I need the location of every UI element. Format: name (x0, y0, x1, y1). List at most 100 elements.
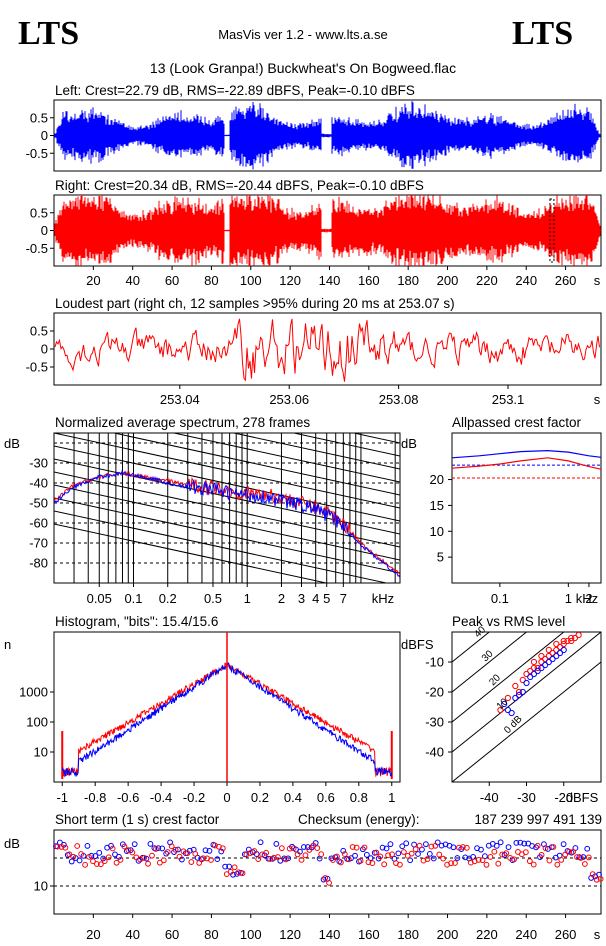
short-term-crest-left-point (399, 843, 406, 850)
short-term-crest-right-point (278, 845, 285, 852)
spectrum-slope-line (351, 433, 400, 444)
short-term-crest-right-point (562, 851, 569, 858)
short-term-crest-left-point (352, 852, 358, 859)
loudest-part-trace (54, 318, 600, 382)
right-waveform-ytick-label: 0.5 (30, 205, 48, 220)
track-title: 13 (Look Granpa!) Buckwheat's On Bogweed… (150, 60, 456, 76)
loudest-part-ytick-label: 0.5 (30, 324, 48, 339)
allpassed-crest-xtick-label: 1 (565, 591, 572, 606)
short-term-crest-right-point (475, 857, 482, 863)
peak-vs-rms-right-point (568, 637, 575, 645)
logo-left: LTS (18, 15, 79, 52)
short-term-crest-right-point (550, 844, 557, 850)
short-term-crest-right-point (219, 845, 226, 852)
short-term-crest-right-point (424, 856, 431, 862)
short-term-crest-right-point (93, 861, 100, 867)
peak-vs-rms-left-point (542, 661, 549, 669)
allpassed-crest-ytick-label: 15 (430, 498, 444, 513)
right-waveform-xtick-label: 260 (555, 273, 577, 288)
peak-vs-rms-crest-line (452, 661, 601, 782)
short-term-crest-right-point (62, 844, 69, 851)
peak-vs-rms-crest-line (452, 632, 528, 693)
short-term-crest-left-point (533, 844, 539, 851)
short-term-crest-right-point (164, 849, 171, 855)
short-term-crest-left-point (328, 855, 335, 862)
peak-vs-rms-crest-line (452, 632, 565, 723)
short-term-crest-left-point (222, 863, 229, 870)
short-term-crest-xtick-label: 160 (358, 927, 380, 942)
short-term-crest-left-point (76, 857, 83, 864)
peak-vs-rms-left-point (534, 667, 541, 675)
peak-vs-rms-ytick-label: -40 (425, 745, 444, 760)
peak-vs-rms-right-point (553, 640, 560, 648)
peak-vs-rms-left-point (508, 709, 515, 717)
short-term-crest-left-point (493, 842, 500, 849)
left-waveform-plot: 0.5 0 -0.5 (26, 99, 602, 172)
peak-vs-rms-right-point (534, 664, 541, 672)
loudest-part-frame (53, 312, 602, 386)
peak-vs-rms-xunit: dBFS (566, 790, 599, 805)
right-waveform-xtick-label: 40 (125, 273, 139, 288)
short-term-crest-left-point (68, 858, 75, 865)
spectrum-ytick-label: -70 (29, 536, 48, 551)
short-term-crest-right-point (467, 859, 474, 866)
short-term-crest-xtick-label: 100 (240, 927, 262, 942)
short-term-crest-right-point (369, 860, 376, 867)
short-term-crest-xtick-label: 140 (319, 927, 341, 942)
short-term-crest-right-point (145, 860, 151, 867)
short-term-crest-right-point (345, 856, 352, 863)
short-term-crest-right-point (322, 875, 329, 881)
short-term-crest-right-point (298, 856, 305, 863)
short-term-crest-right-point (412, 846, 419, 853)
peak-vs-rms-left-point (504, 706, 511, 714)
loudest-part-xtick-label: 253.08 (379, 392, 419, 407)
short-term-crest-left-point (426, 850, 433, 857)
short-term-crest-left-point (505, 844, 512, 850)
peak-vs-rms-ytick-label: -30 (425, 715, 444, 730)
short-term-crest-xtick-label: 20 (86, 927, 100, 942)
spectrum-xtick-label: 7 (340, 591, 347, 606)
short-term-crest-left-point (92, 853, 99, 859)
peak-vs-rms-left-point (501, 700, 508, 708)
short-term-crest-left-point (387, 841, 394, 848)
short-term-crest-left-point (159, 845, 166, 852)
short-term-crest-right-point (330, 857, 336, 863)
allpassed-crest-xtick-label: 2 (585, 591, 592, 606)
short-term-crest-left-point (147, 840, 154, 847)
short-term-crest-left-point (163, 850, 170, 857)
left-waveform-ytick-label: -0.5 (26, 146, 48, 161)
short-term-crest-right-point (235, 869, 242, 876)
spectrum-grid (54, 433, 400, 583)
short-term-crest-right-point (385, 852, 392, 859)
short-term-crest-left-point (340, 847, 347, 854)
short-term-crest-right-point (314, 845, 321, 851)
spectrum-ytick-label: -40 (29, 476, 48, 491)
spectrum-slope-line (54, 510, 389, 583)
short-term-crest-left-point (273, 841, 280, 847)
short-term-crest-xtick-label: 200 (437, 927, 459, 942)
short-term-crest-right-point (463, 844, 470, 851)
short-term-crest-right-point (365, 859, 372, 866)
short-term-crest-right-point (452, 860, 458, 866)
short-term-crest-left-point (430, 855, 437, 862)
right-waveform-xtick-label: 240 (515, 273, 537, 288)
allpassed-crest-ylabel: dB (401, 436, 417, 451)
short-term-crest-right-point (589, 871, 596, 878)
short-term-crest-right-point (546, 857, 553, 864)
histogram-ytick-label: 10 (34, 745, 48, 760)
short-term-crest-left-point (245, 846, 252, 853)
short-term-crest-right-point (113, 859, 120, 866)
short-term-crest-right-point (192, 850, 199, 857)
short-term-crest-left-point (363, 851, 370, 858)
short-term-crest-left-point (206, 847, 213, 854)
spectrum-xtick-label: 1 (244, 591, 251, 606)
loudest-part-title: Loudest part (right ch, 12 samples >95% … (55, 296, 455, 311)
spectrum-slope-line (231, 433, 400, 470)
histogram-xtick-label: -0.8 (84, 790, 106, 805)
short-term-crest-right-point (416, 842, 423, 849)
short-term-crest-left-point (454, 855, 461, 861)
short-term-crest-left-point (517, 839, 524, 846)
histogram-xtick-label: 0.6 (317, 790, 335, 805)
short-term-crest-right-point (58, 844, 65, 850)
short-term-crest-right-point (86, 853, 92, 860)
